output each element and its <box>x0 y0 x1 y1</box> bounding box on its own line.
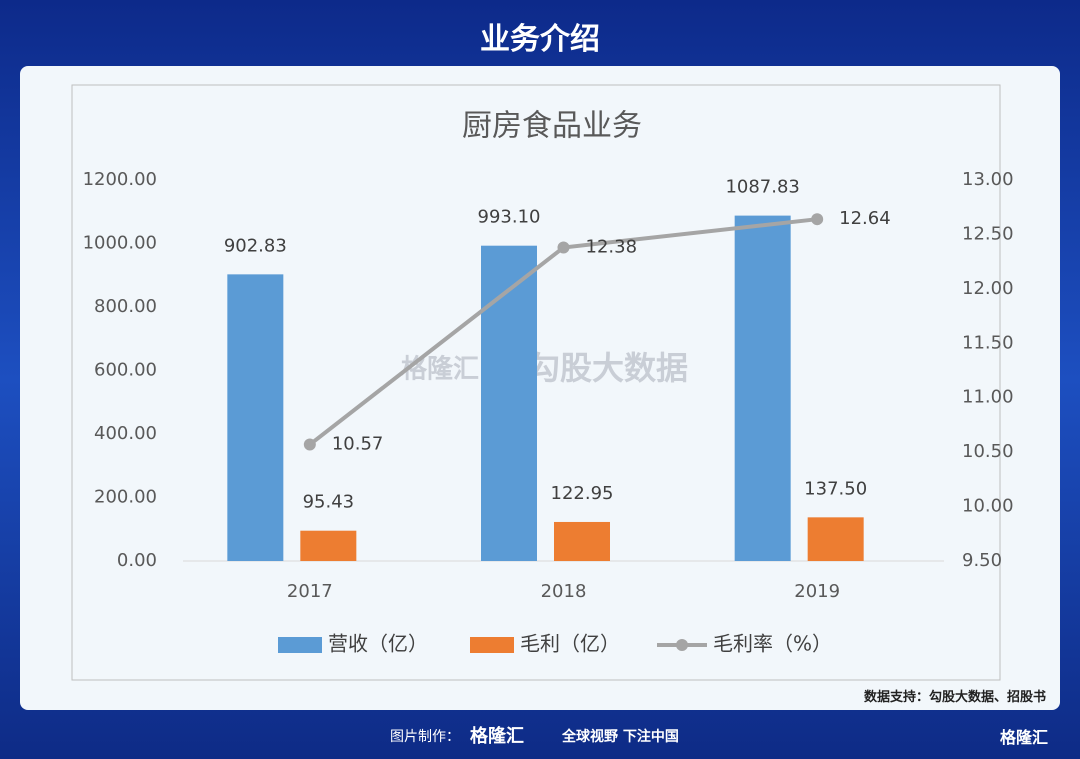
y2-tick-label: 10.00 <box>962 496 1014 517</box>
y2-tick-label: 11.50 <box>962 332 1014 353</box>
bar <box>807 517 864 561</box>
bar <box>300 530 357 561</box>
y-tick-label: 200.00 <box>94 487 157 508</box>
legend-swatch <box>278 637 322 653</box>
line-point <box>303 438 316 451</box>
bar <box>554 521 610 561</box>
value-label: 902.83 <box>224 235 287 256</box>
y-tick-label: 1000.00 <box>83 233 157 254</box>
bar <box>227 274 284 561</box>
y-tick-label: 0.00 <box>117 550 157 571</box>
bar <box>734 215 791 562</box>
legend-label: 毛利（亿） <box>520 632 620 656</box>
legend-swatch <box>676 639 688 651</box>
y2-tick-label: 13.00 <box>962 169 1014 190</box>
value-label: 12.38 <box>586 236 638 257</box>
footer-slogan: 全球视野 下注中国 <box>562 729 679 745</box>
y2-tick-label: 12.50 <box>962 223 1014 244</box>
bar <box>481 245 537 562</box>
chart-frame <box>71 84 1001 681</box>
value-label: 137.50 <box>804 478 867 499</box>
x-tick-label: 2019 <box>794 581 840 602</box>
value-label: 993.10 <box>478 207 541 228</box>
watermark-brand: 格隆汇 <box>401 354 479 385</box>
footer-corner-brand: 格隆汇 <box>1000 728 1049 747</box>
line-point <box>557 241 570 254</box>
value-label: 1087.83 <box>725 177 799 198</box>
x-tick-label: 2017 <box>287 581 333 602</box>
legend-swatch <box>470 637 514 653</box>
value-label: 12.64 <box>839 208 891 229</box>
value-label: 122.95 <box>551 483 614 504</box>
y2-tick-label: 12.00 <box>962 278 1014 299</box>
value-label: 95.43 <box>303 492 355 513</box>
y-tick-label: 400.00 <box>94 423 157 444</box>
chart-title: 厨房食品业务 <box>462 109 642 144</box>
legend-label: 营收（亿） <box>328 632 428 656</box>
footer-brand: 格隆汇 <box>470 726 524 747</box>
y-tick-label: 1200.00 <box>83 169 157 190</box>
legend-label: 毛利率（%） <box>713 632 832 656</box>
watermark-partner: 勾股大数据 <box>528 349 688 387</box>
y-tick-label: 800.00 <box>94 296 157 317</box>
line-point <box>811 213 824 226</box>
x-tick-label: 2018 <box>541 581 587 602</box>
y2-tick-label: 11.00 <box>962 387 1014 408</box>
header-title: 业务介绍 <box>480 22 600 57</box>
source: 数据支持：勾股大数据、招股书 <box>863 690 1046 705</box>
y2-tick-label: 10.50 <box>962 441 1014 462</box>
footer-made-by: 图片制作： <box>390 729 460 745</box>
y-tick-label: 600.00 <box>94 360 157 381</box>
value-label: 10.57 <box>332 434 384 455</box>
card <box>20 66 1060 710</box>
y2-tick-label: 9.50 <box>962 550 1002 571</box>
